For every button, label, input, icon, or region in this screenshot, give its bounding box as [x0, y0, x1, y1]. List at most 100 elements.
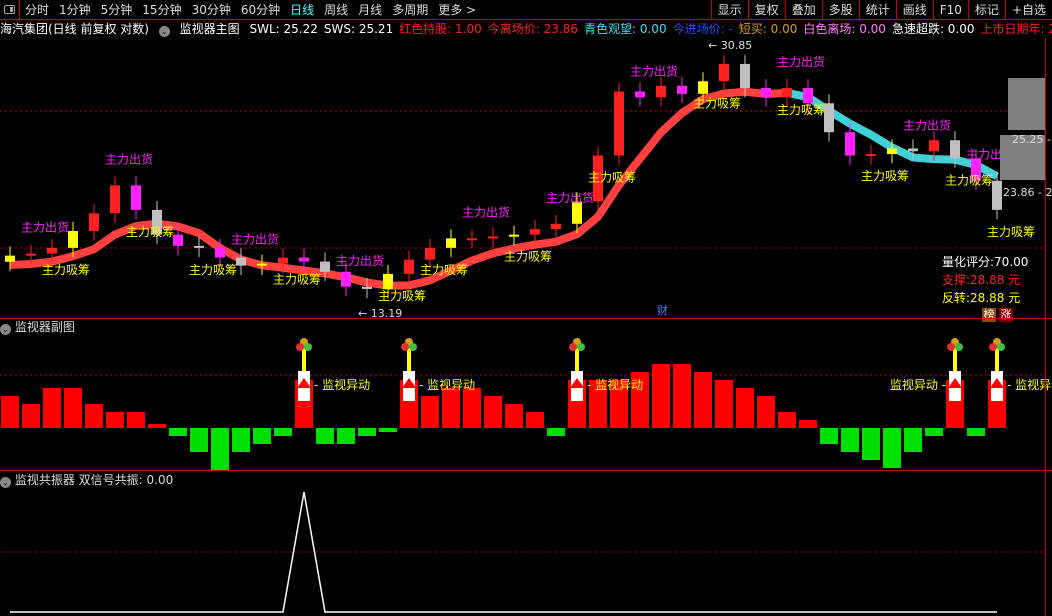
distribution-label: 主力出货 [777, 54, 825, 69]
signal-light-icon [955, 343, 963, 351]
candle-body [530, 229, 540, 235]
toolbar-button[interactable]: 画线 [895, 0, 933, 20]
price-axis-label: 25.25 - [1012, 133, 1051, 146]
resonance-chart[interactable] [0, 488, 1052, 616]
toolbar-button[interactable]: 多股 [821, 0, 859, 20]
candle-body [257, 263, 267, 266]
candle-body [614, 91, 624, 156]
histogram-bar [421, 396, 439, 428]
indicator-value: 急速超跌: 0.00 [891, 22, 975, 36]
period-tab[interactable]: 更多 > [438, 3, 477, 17]
histogram-bar [22, 404, 40, 428]
candle-body [698, 81, 708, 94]
price-axis-border [1045, 38, 1046, 616]
histogram-bar [883, 428, 901, 468]
histogram-bar [757, 396, 775, 428]
candle-body [152, 209, 162, 235]
candle-body [299, 257, 309, 262]
toolbar-button[interactable]: 显示 [710, 0, 748, 20]
period-tab[interactable]: 5分钟 [100, 3, 133, 17]
candle-body [551, 223, 561, 230]
histogram-bar [127, 412, 145, 428]
candle-body [887, 148, 897, 155]
panel-toggle-icon[interactable] [0, 0, 20, 20]
signal-light-icon [569, 343, 577, 351]
candle-body [761, 88, 771, 98]
candle-body [656, 85, 666, 98]
histogram-bar [505, 404, 523, 428]
histogram-bar [610, 380, 628, 428]
chevron-down-icon[interactable]: ⌄ [0, 477, 11, 488]
signal-light-icon [409, 343, 417, 351]
histogram-bar [64, 388, 82, 428]
histogram-bar [463, 388, 481, 428]
period-tab[interactable]: 多周期 [392, 3, 429, 17]
divider [0, 470, 1052, 471]
toolbar-right-buttons: 显示 复权 叠加 多股 统计 画线 F10 标记 +自选 [710, 0, 1052, 20]
histogram-bar [274, 428, 292, 436]
candle-body [908, 148, 918, 152]
period-tab[interactable]: 15分钟 [142, 3, 182, 17]
signal-stem [995, 347, 999, 377]
signal-light-icon [401, 343, 409, 351]
period-tab[interactable]: 60分钟 [240, 3, 281, 17]
indicator-value: 短买: 0.00 [738, 22, 798, 36]
reversal-price: 反转:28.88 元 [942, 291, 1021, 305]
period-tab[interactable]: 月线 [358, 3, 383, 17]
candle-body [131, 185, 141, 210]
histogram-bar [694, 372, 712, 428]
candle-body [446, 238, 456, 248]
period-tab[interactable]: 日线 [290, 3, 315, 17]
chevron-down-icon[interactable]: ⌄ [158, 26, 170, 37]
histogram-bar [358, 428, 376, 436]
accumulation-label: 主力吸筹 [420, 263, 468, 277]
period-tab[interactable]: 1分钟 [59, 3, 91, 17]
period-tab[interactable]: 周线 [324, 3, 349, 17]
accumulation-label: 主力吸筹 [42, 263, 90, 277]
toolbar-button[interactable]: 标记 [967, 0, 1005, 20]
toolbar-button[interactable]: 复权 [747, 0, 785, 20]
signal-light-icon [296, 343, 304, 351]
accumulation-label: 主力吸筹 [588, 170, 636, 184]
candle-body [572, 201, 582, 224]
divider [0, 318, 1052, 319]
accumulation-label: 主力吸筹 [693, 96, 741, 110]
candle-body [593, 155, 603, 202]
histogram-bar [799, 420, 817, 428]
main-candlestick-chart[interactable]: 主力出货主力出货主力吸筹主力吸筹主力吸筹主力出货主力吸筹主力出货主力吸筹主力吸筹… [0, 38, 1052, 318]
rank-badge[interactable]: 榜 [982, 308, 996, 322]
histogram-bar [925, 428, 943, 436]
rise-badge[interactable]: 涨 [999, 308, 1013, 322]
toolbar-button[interactable]: 统计 [858, 0, 896, 20]
distribution-label: 主力出货 [105, 151, 153, 166]
signal-stem [302, 347, 306, 377]
accumulation-label: 主力吸筹 [987, 225, 1035, 239]
histogram-bar [736, 388, 754, 428]
signal-light-icon [989, 343, 997, 351]
signal-light-icon [997, 343, 1005, 351]
toolbar-button[interactable]: 叠加 [784, 0, 822, 20]
indicator-name[interactable]: 监视器主图 [179, 22, 240, 36]
bottom-chart-title: 监视共振器 [14, 473, 75, 487]
chevron-down-icon[interactable]: ⌄ [0, 324, 11, 335]
candle-body [26, 253, 36, 256]
quant-score: 量化评分:70.00 [942, 255, 1029, 269]
sub-indicator-chart[interactable]: - 监视异动 - 监视异动 - 监视异动 监视异动 - - 监视异动 [0, 335, 1052, 470]
indicator-value: 红色持股: 1.00 [399, 22, 482, 36]
candle-body [236, 257, 246, 266]
stock-title: 海汽集团(日线 前复权 对数) [0, 22, 149, 36]
period-tab[interactable]: 分时 [25, 3, 50, 17]
low-price-label: ← 13.19 [358, 307, 402, 318]
histogram-bar [715, 380, 733, 428]
toolbar-button[interactable]: F10 [932, 0, 968, 20]
histogram-bar [778, 412, 796, 428]
candle-body [5, 255, 15, 262]
distribution-label: 主力出货 [21, 220, 69, 235]
candle-body [89, 213, 99, 231]
signal-label: 监视异动 - [890, 377, 946, 392]
period-tab[interactable]: 30分钟 [191, 3, 231, 17]
distribution-label: 主力出货 [630, 63, 678, 78]
toolbar-button[interactable]: +自选 [1004, 0, 1052, 20]
high-price-label: ← 30.85 [708, 39, 752, 52]
candle-body [362, 286, 372, 289]
